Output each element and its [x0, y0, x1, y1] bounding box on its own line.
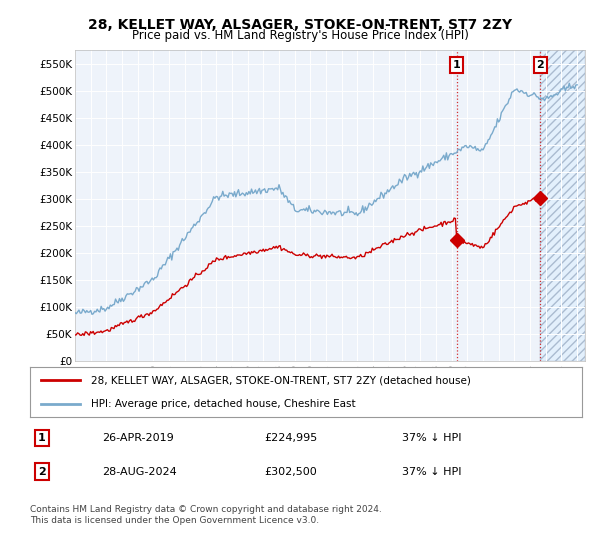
Text: 1: 1 — [38, 433, 46, 443]
Text: Contains HM Land Registry data © Crown copyright and database right 2024.
This d: Contains HM Land Registry data © Crown c… — [30, 505, 382, 525]
Text: 2: 2 — [38, 466, 46, 477]
Text: 1: 1 — [453, 60, 461, 70]
Bar — [541, 50, 585, 361]
Text: 28, KELLET WAY, ALSAGER, STOKE-ON-TRENT, ST7 2ZY (detached house): 28, KELLET WAY, ALSAGER, STOKE-ON-TRENT,… — [91, 375, 470, 385]
Text: Price paid vs. HM Land Registry's House Price Index (HPI): Price paid vs. HM Land Registry's House … — [131, 29, 469, 42]
Text: £302,500: £302,500 — [264, 466, 317, 477]
Text: £224,995: £224,995 — [264, 433, 317, 443]
Text: 37% ↓ HPI: 37% ↓ HPI — [402, 466, 461, 477]
Text: HPI: Average price, detached house, Cheshire East: HPI: Average price, detached house, Ches… — [91, 399, 355, 409]
Text: 37% ↓ HPI: 37% ↓ HPI — [402, 433, 461, 443]
Text: 28, KELLET WAY, ALSAGER, STOKE-ON-TRENT, ST7 2ZY: 28, KELLET WAY, ALSAGER, STOKE-ON-TRENT,… — [88, 18, 512, 32]
Text: 28-AUG-2024: 28-AUG-2024 — [102, 466, 177, 477]
Text: 26-APR-2019: 26-APR-2019 — [102, 433, 174, 443]
Bar — [541, 50, 585, 361]
Text: 2: 2 — [536, 60, 544, 70]
